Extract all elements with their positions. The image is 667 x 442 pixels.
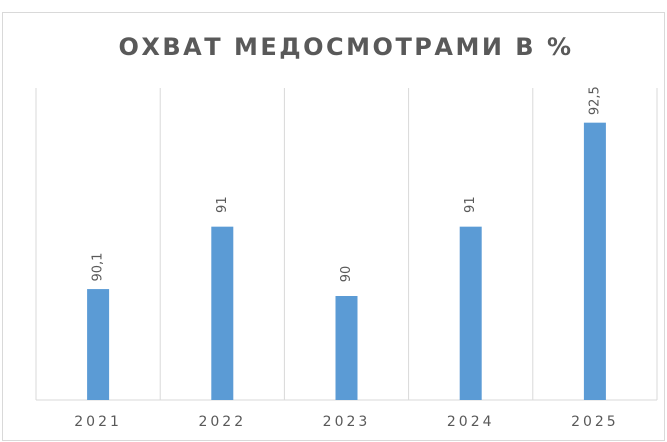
x-tick-label: 2022 [198,414,246,430]
bar [87,289,110,400]
data-label: 91 [463,196,478,213]
x-tick-label: 2023 [323,414,371,430]
data-label: 92,5 [587,86,602,115]
bar [335,296,358,400]
data-label: 90 [339,266,354,283]
x-tick-label: 2025 [571,414,619,430]
bar [459,226,482,400]
bar [211,226,234,400]
bar [583,122,606,401]
x-tick-label: 2021 [74,414,122,430]
data-label: 91 [215,196,230,213]
x-tick-label: 2024 [447,414,495,430]
chart-frame [2,12,665,441]
data-label: 90,1 [91,253,106,282]
chart-title: ОХВАТ МЕДОСМОТРАМИ В % [118,33,573,61]
